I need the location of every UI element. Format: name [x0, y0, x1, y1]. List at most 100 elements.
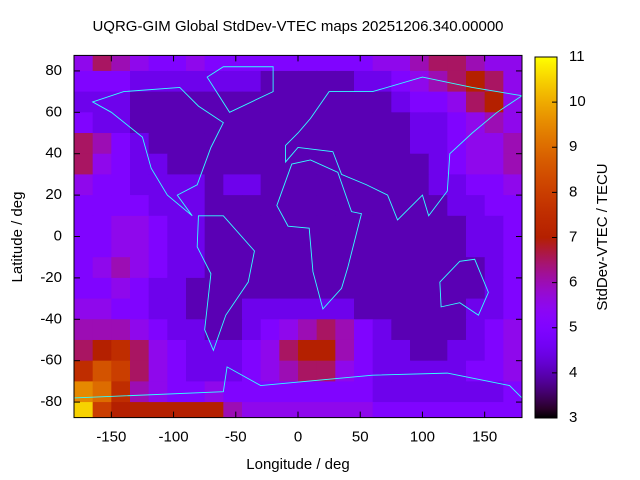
heat-cell	[92, 236, 112, 258]
heat-cell	[74, 153, 94, 175]
heat-cell	[391, 402, 411, 418]
heat-cell	[279, 360, 299, 382]
heat-cell	[484, 339, 504, 362]
heat-cell	[204, 402, 224, 418]
heat-cell	[466, 55, 486, 72]
colorbar-tick-label: 4	[569, 364, 577, 381]
heat-cell	[298, 402, 318, 418]
y-axis-label: Latitude / deg	[9, 192, 26, 283]
heat-cell	[92, 133, 112, 155]
heat-cell	[111, 360, 131, 382]
x-tick-label: 100	[410, 429, 435, 446]
heat-cell	[428, 91, 448, 113]
heat-cell	[130, 339, 150, 362]
heat-cell	[92, 153, 112, 175]
heat-cell	[503, 257, 522, 279]
heat-cell	[428, 381, 448, 403]
heat-cell	[148, 112, 168, 134]
heat-cell	[74, 215, 94, 237]
heat-cell	[335, 298, 355, 320]
heat-cell	[447, 236, 467, 258]
heat-cell	[316, 174, 336, 196]
heat-cell	[410, 112, 430, 134]
heat-cell	[298, 215, 318, 237]
heat-cell	[298, 339, 318, 362]
heat-cell	[279, 339, 299, 362]
heat-cell	[186, 402, 206, 418]
heat-cell	[148, 215, 168, 237]
heat-cell	[130, 257, 150, 279]
heat-cell	[466, 381, 486, 403]
heat-cell	[372, 381, 392, 403]
heat-cell	[223, 133, 243, 155]
axes: -150 -100 -50 0 50 100 150 -80 -60 -40 -20 0 20 40 60 8…	[40, 48, 585, 446]
heat-cell	[503, 153, 522, 175]
heat-cell	[111, 298, 131, 320]
heat-cell	[484, 70, 504, 93]
heat-cell	[260, 55, 280, 72]
heat-cell	[130, 215, 150, 237]
heat-cell	[74, 133, 94, 155]
heat-cell	[372, 257, 392, 279]
heat-cell	[391, 298, 411, 320]
heat-cell	[503, 277, 522, 300]
heat-cell	[410, 91, 430, 113]
heat-cell	[279, 319, 299, 341]
heat-cell	[148, 402, 168, 418]
heat-cell	[74, 339, 94, 362]
heat-cell	[242, 55, 262, 72]
heat-cell	[354, 402, 374, 418]
heat-cell	[447, 55, 467, 72]
heat-cell	[466, 360, 486, 382]
y-tick-label: -60	[40, 352, 62, 369]
heat-cell	[484, 236, 504, 258]
heat-cell	[111, 319, 131, 341]
heat-cell	[484, 215, 504, 237]
heat-cell	[260, 153, 280, 175]
heat-cell	[260, 133, 280, 155]
colorbar-tick-label: 6	[569, 274, 577, 291]
heat-cell	[92, 215, 112, 237]
heat-cell	[316, 195, 336, 217]
heat-cell	[503, 381, 522, 403]
x-axis-label: Longitude / deg	[246, 456, 349, 473]
heat-cell	[204, 91, 224, 113]
heat-cell	[242, 402, 262, 418]
heat-cell	[186, 215, 206, 237]
heat-cell	[372, 277, 392, 300]
heat-cell	[316, 277, 336, 300]
colorbar-tick-label: 11	[569, 48, 585, 65]
heat-cell	[298, 277, 318, 300]
x-tick-label: 50	[352, 429, 369, 446]
heat-cell	[428, 70, 448, 93]
heat-cell	[503, 402, 522, 418]
heat-cell	[242, 298, 262, 320]
heat-cell	[503, 55, 522, 72]
heat-cell	[447, 381, 467, 403]
heat-cell	[186, 381, 206, 403]
heat-cell	[260, 319, 280, 341]
heat-cell	[354, 215, 374, 237]
heat-cell	[354, 91, 374, 113]
heat-cell	[335, 319, 355, 341]
heat-cell	[260, 381, 280, 403]
heat-cell	[391, 133, 411, 155]
heat-cell	[130, 70, 150, 93]
heat-cell	[204, 174, 224, 196]
heat-cell	[130, 298, 150, 320]
heat-cell	[242, 319, 262, 341]
heat-cell	[279, 174, 299, 196]
heat-cell	[242, 257, 262, 279]
heat-cell	[111, 381, 131, 403]
heat-cell	[335, 381, 355, 403]
heat-cell	[167, 402, 187, 418]
heat-cell	[354, 257, 374, 279]
heat-cell	[372, 112, 392, 134]
heat-cell	[372, 215, 392, 237]
heat-cell	[410, 381, 430, 403]
heat-cell	[391, 257, 411, 279]
heat-cell	[447, 319, 467, 341]
heat-cell	[148, 381, 168, 403]
heat-cell	[410, 360, 430, 382]
heat-cell	[316, 215, 336, 237]
